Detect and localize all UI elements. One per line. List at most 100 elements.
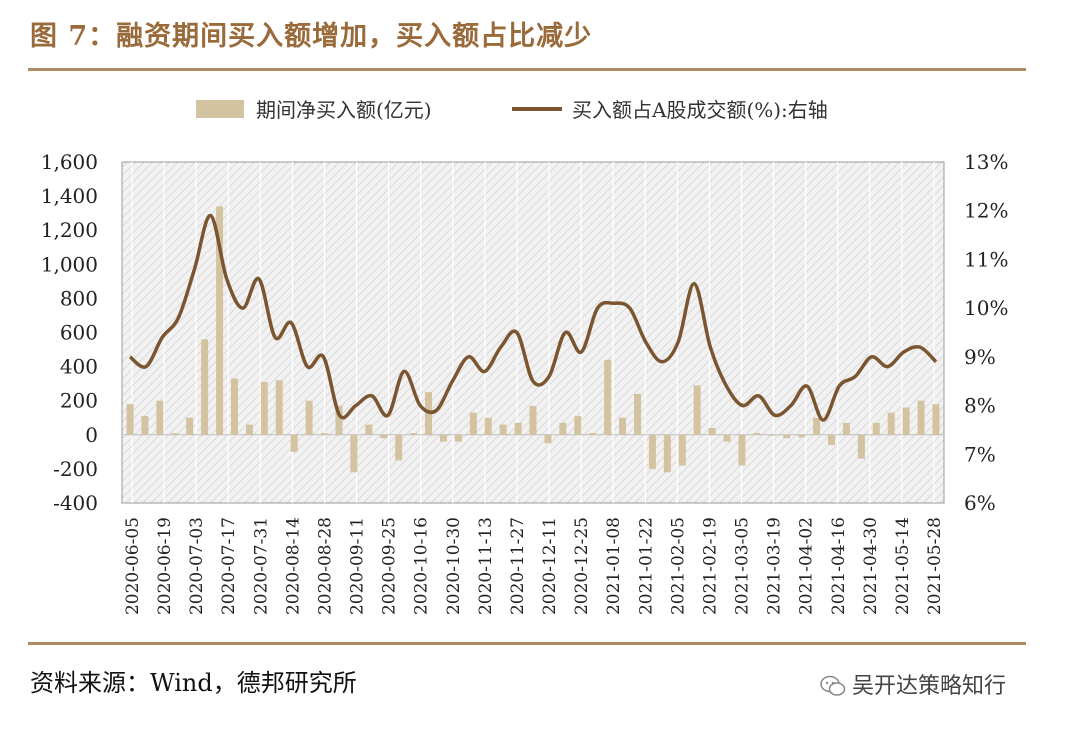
bar: [499, 424, 507, 435]
chart: 期间净买入额(亿元) 买入额占A股成交额(%):右轴 1,600 1,400 1,20…: [41, 98, 1009, 615]
wechat-icon: [820, 675, 846, 696]
bar: [365, 424, 373, 435]
watermark-text: 吴开达策略知行: [852, 674, 1007, 699]
bar: [335, 405, 343, 435]
bar: [320, 433, 328, 435]
x-tick-label: 2020-11-27: [508, 517, 528, 615]
legend-line-label: 买入额占A股成交额(%):右轴: [572, 98, 828, 122]
legend: 期间净买入额(亿元) 买入额占A股成交额(%):右轴: [196, 98, 828, 122]
left-tick-label: 1,400: [41, 184, 98, 208]
source-note: 资料来源：Wind，德邦研究所: [30, 669, 357, 697]
left-tick-label: 1,200: [41, 218, 98, 242]
bar: [544, 434, 552, 444]
bar: [275, 380, 283, 435]
x-tick-label: 2020-08-14: [283, 517, 303, 615]
line-series: [128, 213, 938, 422]
bar: [738, 434, 746, 466]
x-tick-label: 2020-06-19: [155, 517, 175, 615]
right-tick-label: 10%: [964, 296, 1008, 320]
bar: [648, 434, 656, 469]
chart-title: 图 7：融资期间买入额增加，买入额占比减少: [30, 21, 593, 52]
x-tick-label: 2020-07-31: [251, 517, 271, 615]
bar: [783, 434, 791, 439]
left-tick-label: -200: [53, 457, 98, 481]
bar: [171, 433, 179, 435]
bar: [439, 434, 447, 442]
x-tick-label: 2021-04-30: [861, 517, 881, 615]
legend-bar-swatch: [196, 100, 244, 118]
x-tick-label: 2020-08-28: [315, 517, 335, 615]
x-tick-label: 2021-05-28: [925, 517, 945, 615]
left-axis: 1,600 1,400 1,200 1,000 800 600 400 200 0 -200 -40…: [41, 150, 98, 515]
bar: [529, 405, 537, 435]
bar-series: [126, 206, 940, 473]
x-tick-label: 2020-10-30: [444, 517, 464, 615]
bar: [857, 434, 865, 459]
bar: [484, 417, 492, 435]
x-tick-label: 2021-02-19: [700, 517, 720, 615]
right-axis: 13% 12% 11% 10% 9% 8% 7% 6%: [964, 150, 1008, 515]
right-tick-label: 12%: [964, 199, 1008, 223]
bar: [216, 206, 224, 435]
bar: [574, 416, 582, 435]
right-tick-label: 7%: [964, 442, 996, 466]
right-tick-label: 8%: [964, 394, 996, 418]
bar: [156, 400, 164, 435]
bar: [872, 422, 880, 435]
right-tick-label: 13%: [964, 150, 1008, 174]
bar: [708, 427, 716, 435]
bar: [633, 393, 641, 435]
bar: [230, 378, 238, 435]
x-tick-label: 2021-01-22: [636, 517, 656, 615]
x-tick-label: 2021-02-05: [668, 517, 688, 615]
bar: [410, 433, 418, 435]
bar: [469, 412, 477, 435]
bar: [768, 434, 776, 436]
bar: [126, 404, 134, 435]
x-tick-label: 2021-05-14: [893, 517, 913, 615]
left-tick-label: -400: [53, 491, 98, 515]
bar: [813, 417, 821, 435]
x-tick-label: 2020-07-17: [219, 517, 239, 615]
bar: [604, 359, 612, 435]
bar: [678, 434, 686, 466]
bar: [186, 417, 194, 435]
x-axis: 2020-06-05 2020-06-19 2020-07-03 2020-07-17…: [123, 517, 945, 615]
x-tick-label: 2020-09-25: [380, 517, 400, 615]
bar: [350, 434, 358, 473]
title-divider: [28, 68, 1026, 71]
left-tick-label: 200: [60, 389, 98, 413]
watermark: 吴开达策略知行: [820, 668, 1006, 700]
left-tick-label: 1,600: [41, 150, 98, 174]
x-tick-label: 2020-11-13: [476, 517, 496, 615]
x-tick-label: 2020-12-25: [572, 517, 592, 615]
left-tick-label: 800: [60, 286, 98, 310]
left-tick-label: 1,000: [41, 252, 98, 276]
bar: [395, 434, 403, 461]
bar: [141, 416, 149, 435]
x-tick-label: 2021-01-08: [604, 517, 624, 615]
x-tick-label: 2021-04-02: [797, 517, 817, 615]
bar: [201, 339, 209, 435]
bar: [559, 422, 567, 435]
bar: [902, 407, 910, 435]
bar: [842, 422, 850, 435]
x-tick-label: 2020-12-11: [540, 517, 560, 615]
bar: [828, 434, 836, 446]
bar: [723, 434, 731, 442]
right-tick-label: 11%: [964, 247, 1008, 271]
bar: [619, 417, 627, 435]
bar: [589, 433, 597, 435]
right-tick-label: 9%: [964, 345, 996, 369]
bar: [514, 422, 522, 435]
left-tick-label: 0: [85, 423, 98, 447]
bar: [380, 434, 388, 439]
bar: [798, 434, 806, 438]
left-tick-label: 400: [60, 355, 98, 379]
left-tick-label: 600: [60, 321, 98, 345]
right-tick-label: 6%: [964, 491, 996, 515]
legend-bar-label: 期间净买入额(亿元): [256, 98, 432, 122]
bar: [932, 404, 940, 435]
bar: [305, 400, 313, 435]
bar: [887, 412, 895, 435]
